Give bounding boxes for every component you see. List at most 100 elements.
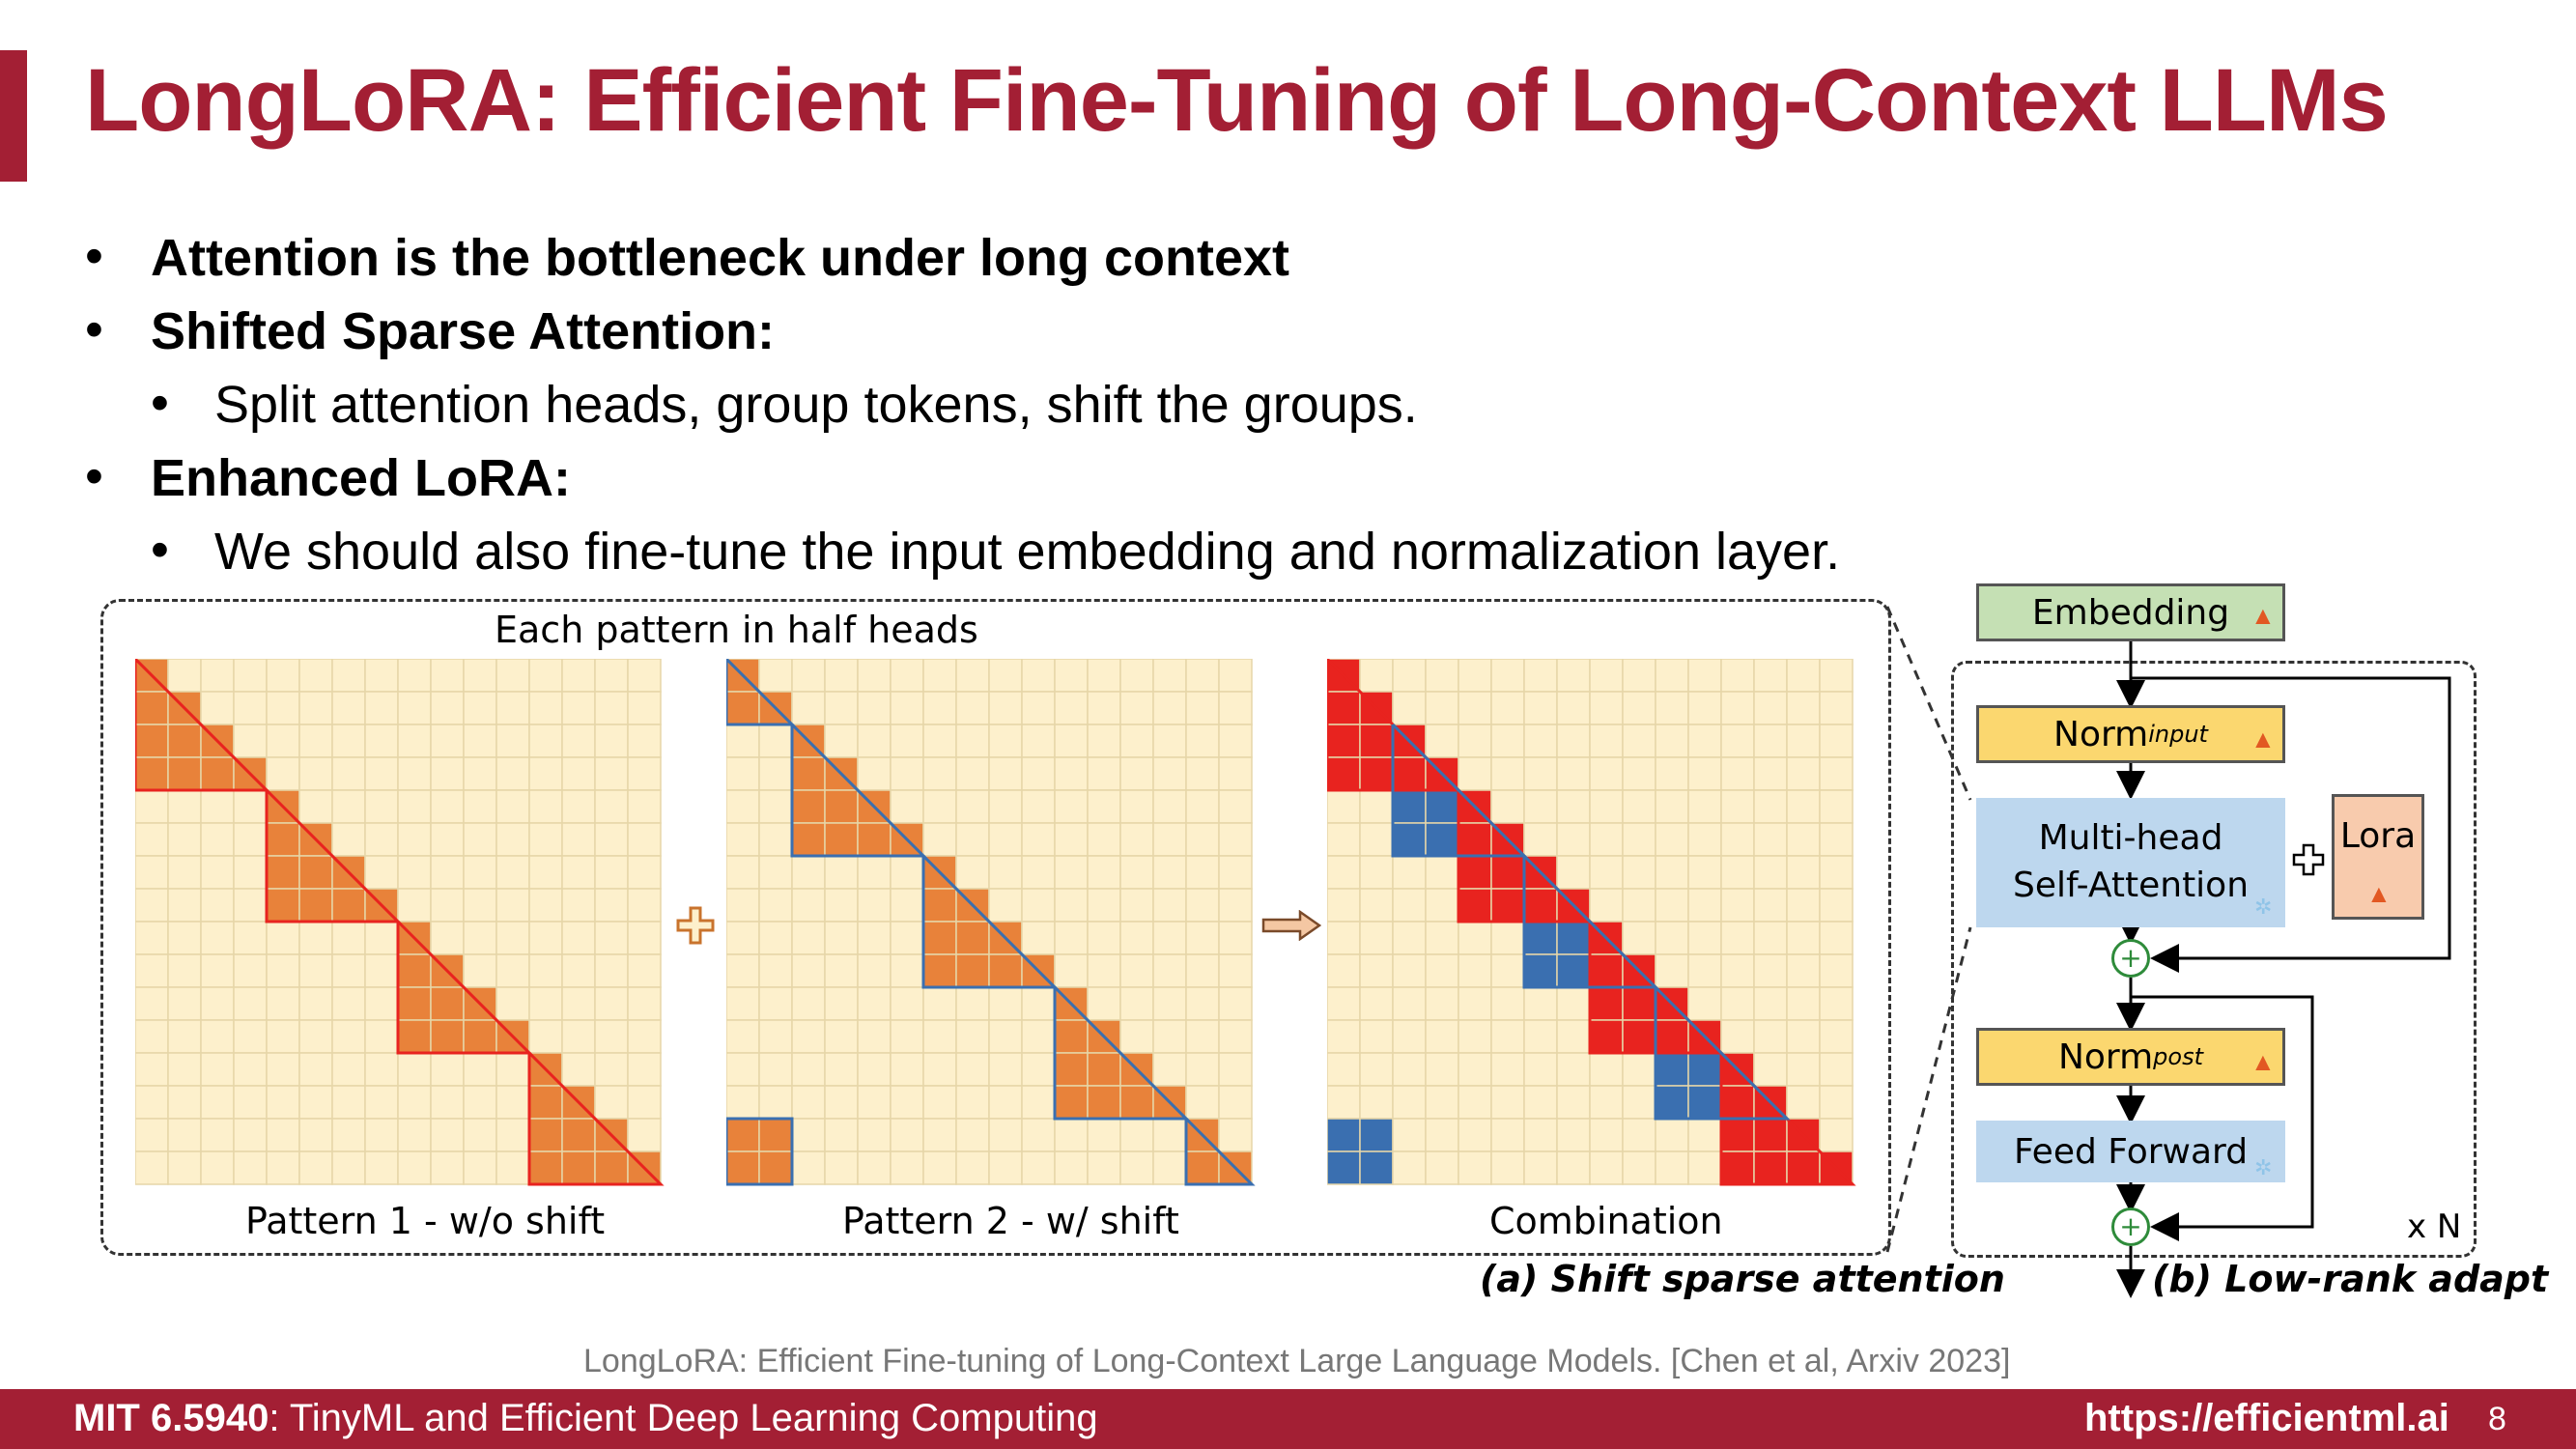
repeat-label: x N [2407,1208,2462,1246]
grid-cell [1556,1019,1591,1054]
grid-cell [495,986,530,1021]
lora-box: Lora [2332,794,2424,920]
grid-cell [1458,1019,1492,1054]
grid-cell [397,1085,432,1120]
citation: LongLoRA: Efficient Fine-tuning of Long-… [583,1343,2011,1379]
grid-cell [1490,1052,1525,1087]
grid-cell [627,921,662,955]
grid-cell [791,921,826,955]
grid-cell [364,986,399,1021]
grid-cell [1218,691,1253,725]
grid-cell [594,789,629,824]
grid-cell [233,986,268,1021]
attended-cell [1589,953,1624,988]
grid-cell [331,1019,366,1054]
grid-cell [1359,888,1394,923]
grid-cell [922,1019,957,1054]
grid-cell [1425,1151,1459,1185]
grid-cell [1523,789,1558,824]
grid-cell [1523,1151,1558,1185]
grid-cell [890,986,924,1021]
grid-cell [1218,855,1253,890]
footer-url[interactable]: https://efficientml.ai [2084,1397,2449,1439]
page-number: 8 [2488,1401,2506,1437]
grid-cell [1556,1151,1591,1185]
grid-cell [1523,1019,1558,1054]
feed-forward-label: Feed Forward [2013,1131,2249,1172]
grid-cell [1720,756,1755,791]
grid-cell [1655,1151,1689,1185]
grid-cell [1622,789,1656,824]
snowflake-icon: ✲ [2254,1155,2273,1179]
grid-cell [726,888,760,923]
grid-cell [1152,1151,1187,1185]
grid-cell [135,1151,169,1185]
grid-cell [594,1085,629,1120]
attended-cell [1359,756,1394,791]
group-outline [527,1051,665,1186]
grid-cell [857,724,892,758]
grid-cell [528,691,563,725]
grid-cell [1185,855,1220,890]
grid-cell [890,953,924,988]
grid-cell [298,1052,333,1087]
group-outline [921,854,1059,989]
fire-icon: ▲ [2366,879,2392,908]
grid-cell [857,1151,892,1185]
grid-cell [627,1118,662,1152]
grid-cell [922,789,957,824]
grid-cell [1819,659,1854,693]
pattern-1-label: Pattern 1 - w/o shift [245,1200,606,1242]
grid-cell [726,1019,760,1054]
grid-cell [1392,855,1427,890]
attended-cell [1087,1085,1121,1120]
grid-cell [1359,789,1394,824]
attended-cell [824,789,859,824]
grid-cell [1589,1151,1624,1185]
grid-cell [1392,1118,1427,1152]
grid-cell [1589,756,1624,791]
grid-cell [364,659,399,693]
grid-cell [528,756,563,791]
attended-cell [167,756,202,791]
grid-cell [1786,789,1821,824]
grid-cell [758,953,793,988]
grid-cell [1458,724,1492,758]
grid-cell [298,986,333,1021]
footer-course: MIT 6.5940: TinyML and Efficient Deep Le… [73,1397,1098,1440]
grid-cell [857,1118,892,1152]
attended-cell [135,724,169,758]
group-outline [1184,1117,1256,1186]
fire-icon: ▲ [2250,601,2276,630]
grid-cell [1392,1151,1427,1185]
course-name: : TinyML and Efficient Deep Learning Com… [269,1397,1098,1439]
grid-cell [627,1085,662,1120]
grid-cell [824,1151,859,1185]
grid-cell [1523,1052,1558,1087]
grid-cell [627,756,662,791]
grid-cell [955,1085,990,1120]
grid-cell [1425,1118,1459,1152]
grid-cell [1753,921,1788,955]
grid-cell [594,1019,629,1054]
grid-cell [135,888,169,923]
grid-cell [1327,1085,1361,1120]
fire-icon: ▲ [2250,724,2276,753]
grid-cell [627,953,662,988]
group-outline [790,723,927,858]
grid-cell [1786,756,1821,791]
grid-cell [1819,953,1854,988]
group-outline [1053,985,1190,1121]
norm-input-label: Norm [2053,714,2149,754]
grid-cell [331,1151,366,1185]
grid-cell [1490,921,1525,955]
grid-cell [1655,756,1689,791]
grid-cell [298,1019,333,1054]
grid-cell [364,1118,399,1152]
grid-cell [495,1118,530,1152]
grid-cell [1786,1019,1821,1054]
bullet-2: Shifted Sparse Attention: [151,302,776,360]
grid-cell [298,789,333,824]
grid-cell [1359,659,1394,693]
